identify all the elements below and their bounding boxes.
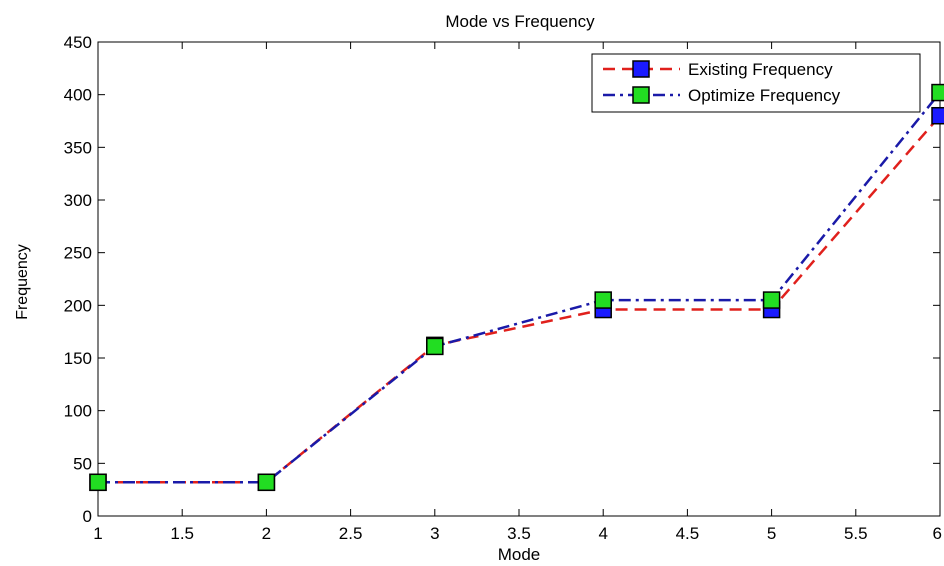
- y-tick-label: 400: [64, 86, 92, 105]
- y-tick-label: 200: [64, 296, 92, 315]
- data-point-optimize: [257, 473, 276, 492]
- legend-label-optimize: Optimize Frequency: [688, 86, 841, 105]
- x-tick-label: 2.5: [339, 524, 363, 543]
- x-tick-label: 1.5: [170, 524, 194, 543]
- data-point-existing: [931, 106, 944, 125]
- x-tick-label: 3: [430, 524, 439, 543]
- y-tick-label: 150: [64, 349, 92, 368]
- data-point-optimize: [426, 337, 444, 356]
- x-tick-label: 4: [598, 524, 607, 543]
- data-point-optimize: [89, 473, 107, 492]
- legend-label-existing: Existing Frequency: [688, 60, 833, 79]
- data-point-optimize: [762, 291, 781, 309]
- y-tick-label: 450: [64, 33, 92, 52]
- legend-marker-existing: [632, 60, 650, 78]
- chart-title: Mode vs Frequency: [445, 12, 595, 31]
- x-tick-label: 3.5: [507, 524, 531, 543]
- x-tick-label: 1: [93, 524, 102, 543]
- x-tick-label: 2: [262, 524, 271, 543]
- x-tick-label: 6: [933, 524, 942, 543]
- y-tick-label: 350: [64, 138, 92, 157]
- y-tick-label: 300: [64, 191, 92, 210]
- series-lines: [98, 91, 941, 484]
- y-tick-label: 50: [73, 454, 92, 473]
- axis-ticks: 0 50 100 150 200 250 300 350 400 450 1 1.5 2 2.5 3 3.5 4…: [64, 33, 942, 543]
- legend: Existing Frequency Optimize Frequency: [591, 53, 921, 113]
- legend-marker-optimize: [632, 86, 650, 104]
- y-axis-label: Frequency: [14, 244, 31, 320]
- series-line-existing: [98, 114, 941, 484]
- data-point-optimize: [931, 83, 944, 102]
- series-markers: [89, 83, 944, 492]
- y-tick-label: 0: [83, 507, 92, 526]
- x-axis-label: Mode: [498, 545, 541, 564]
- x-tick-label: 5: [767, 524, 776, 543]
- x-tick-label: 4.5: [676, 524, 700, 543]
- data-point-optimize: [594, 291, 612, 309]
- x-tick-label: 5.5: [844, 524, 868, 543]
- y-tick-label: 250: [64, 244, 92, 263]
- plot-area: [97, 41, 941, 517]
- y-tick-label: 100: [64, 402, 92, 421]
